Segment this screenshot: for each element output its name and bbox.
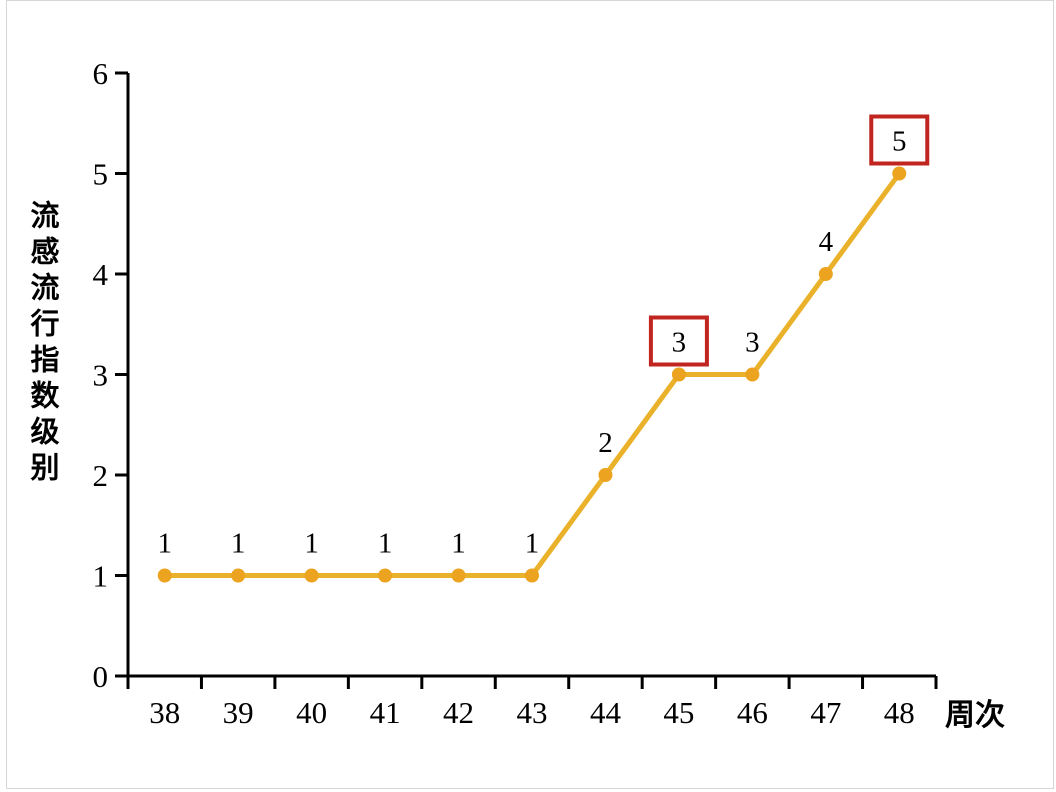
- data-point-label: 1: [378, 528, 393, 560]
- y-tick-label: 6: [93, 56, 109, 91]
- x-tick-label: 38: [149, 695, 180, 730]
- x-tick-label: 43: [517, 695, 548, 730]
- data-point-marker: [818, 267, 833, 281]
- data-point-marker: [525, 568, 539, 583]
- y-tick-label: 5: [93, 157, 109, 192]
- data-point-label: 5: [892, 126, 907, 158]
- data-point-marker: [892, 166, 907, 181]
- data-point-marker: [451, 568, 466, 583]
- data-point-label: 4: [819, 226, 834, 258]
- y-tick-label: 3: [93, 358, 109, 393]
- data-point-marker: [378, 568, 393, 583]
- data-point-marker: [157, 568, 172, 583]
- data-point-label: 1: [304, 528, 319, 560]
- data-point-label: 3: [745, 327, 760, 359]
- x-tick-label: 48: [884, 695, 915, 730]
- data-point-label: 1: [451, 528, 466, 560]
- data-polyline: [162, 171, 902, 578]
- highlight-box: [869, 114, 930, 166]
- y-tick-label: 2: [93, 458, 109, 493]
- y-tick-label: 4: [93, 257, 109, 292]
- x-tick-label: 42: [443, 695, 474, 730]
- x-tick-label: 40: [296, 695, 327, 730]
- x-tick-label: 47: [810, 695, 841, 730]
- x-tick-label: 44: [590, 695, 622, 730]
- data-point-marker: [598, 468, 613, 482]
- y-tick-label: 1: [93, 559, 109, 594]
- highlight-box: [648, 315, 709, 367]
- data-point-marker: [671, 367, 686, 382]
- data-point-marker: [745, 367, 760, 382]
- data-point-label: 2: [598, 427, 613, 459]
- data-point-label: 1: [157, 528, 172, 560]
- y-tick-label: 0: [93, 659, 109, 694]
- x-tick-label: 46: [737, 695, 768, 730]
- x-axis-title: 周次: [945, 699, 1005, 732]
- data-point-marker: [304, 568, 319, 583]
- y-axis-title: 流感流行指数级别: [26, 200, 58, 488]
- x-tick-label: 39: [223, 695, 254, 730]
- data-point-label: 3: [672, 327, 687, 359]
- data-point-marker: [231, 568, 246, 583]
- x-tick-label: 41: [370, 695, 401, 730]
- data-point-label: 1: [525, 528, 540, 560]
- x-tick-label: 45: [663, 695, 694, 730]
- data-point-label: 1: [231, 528, 246, 560]
